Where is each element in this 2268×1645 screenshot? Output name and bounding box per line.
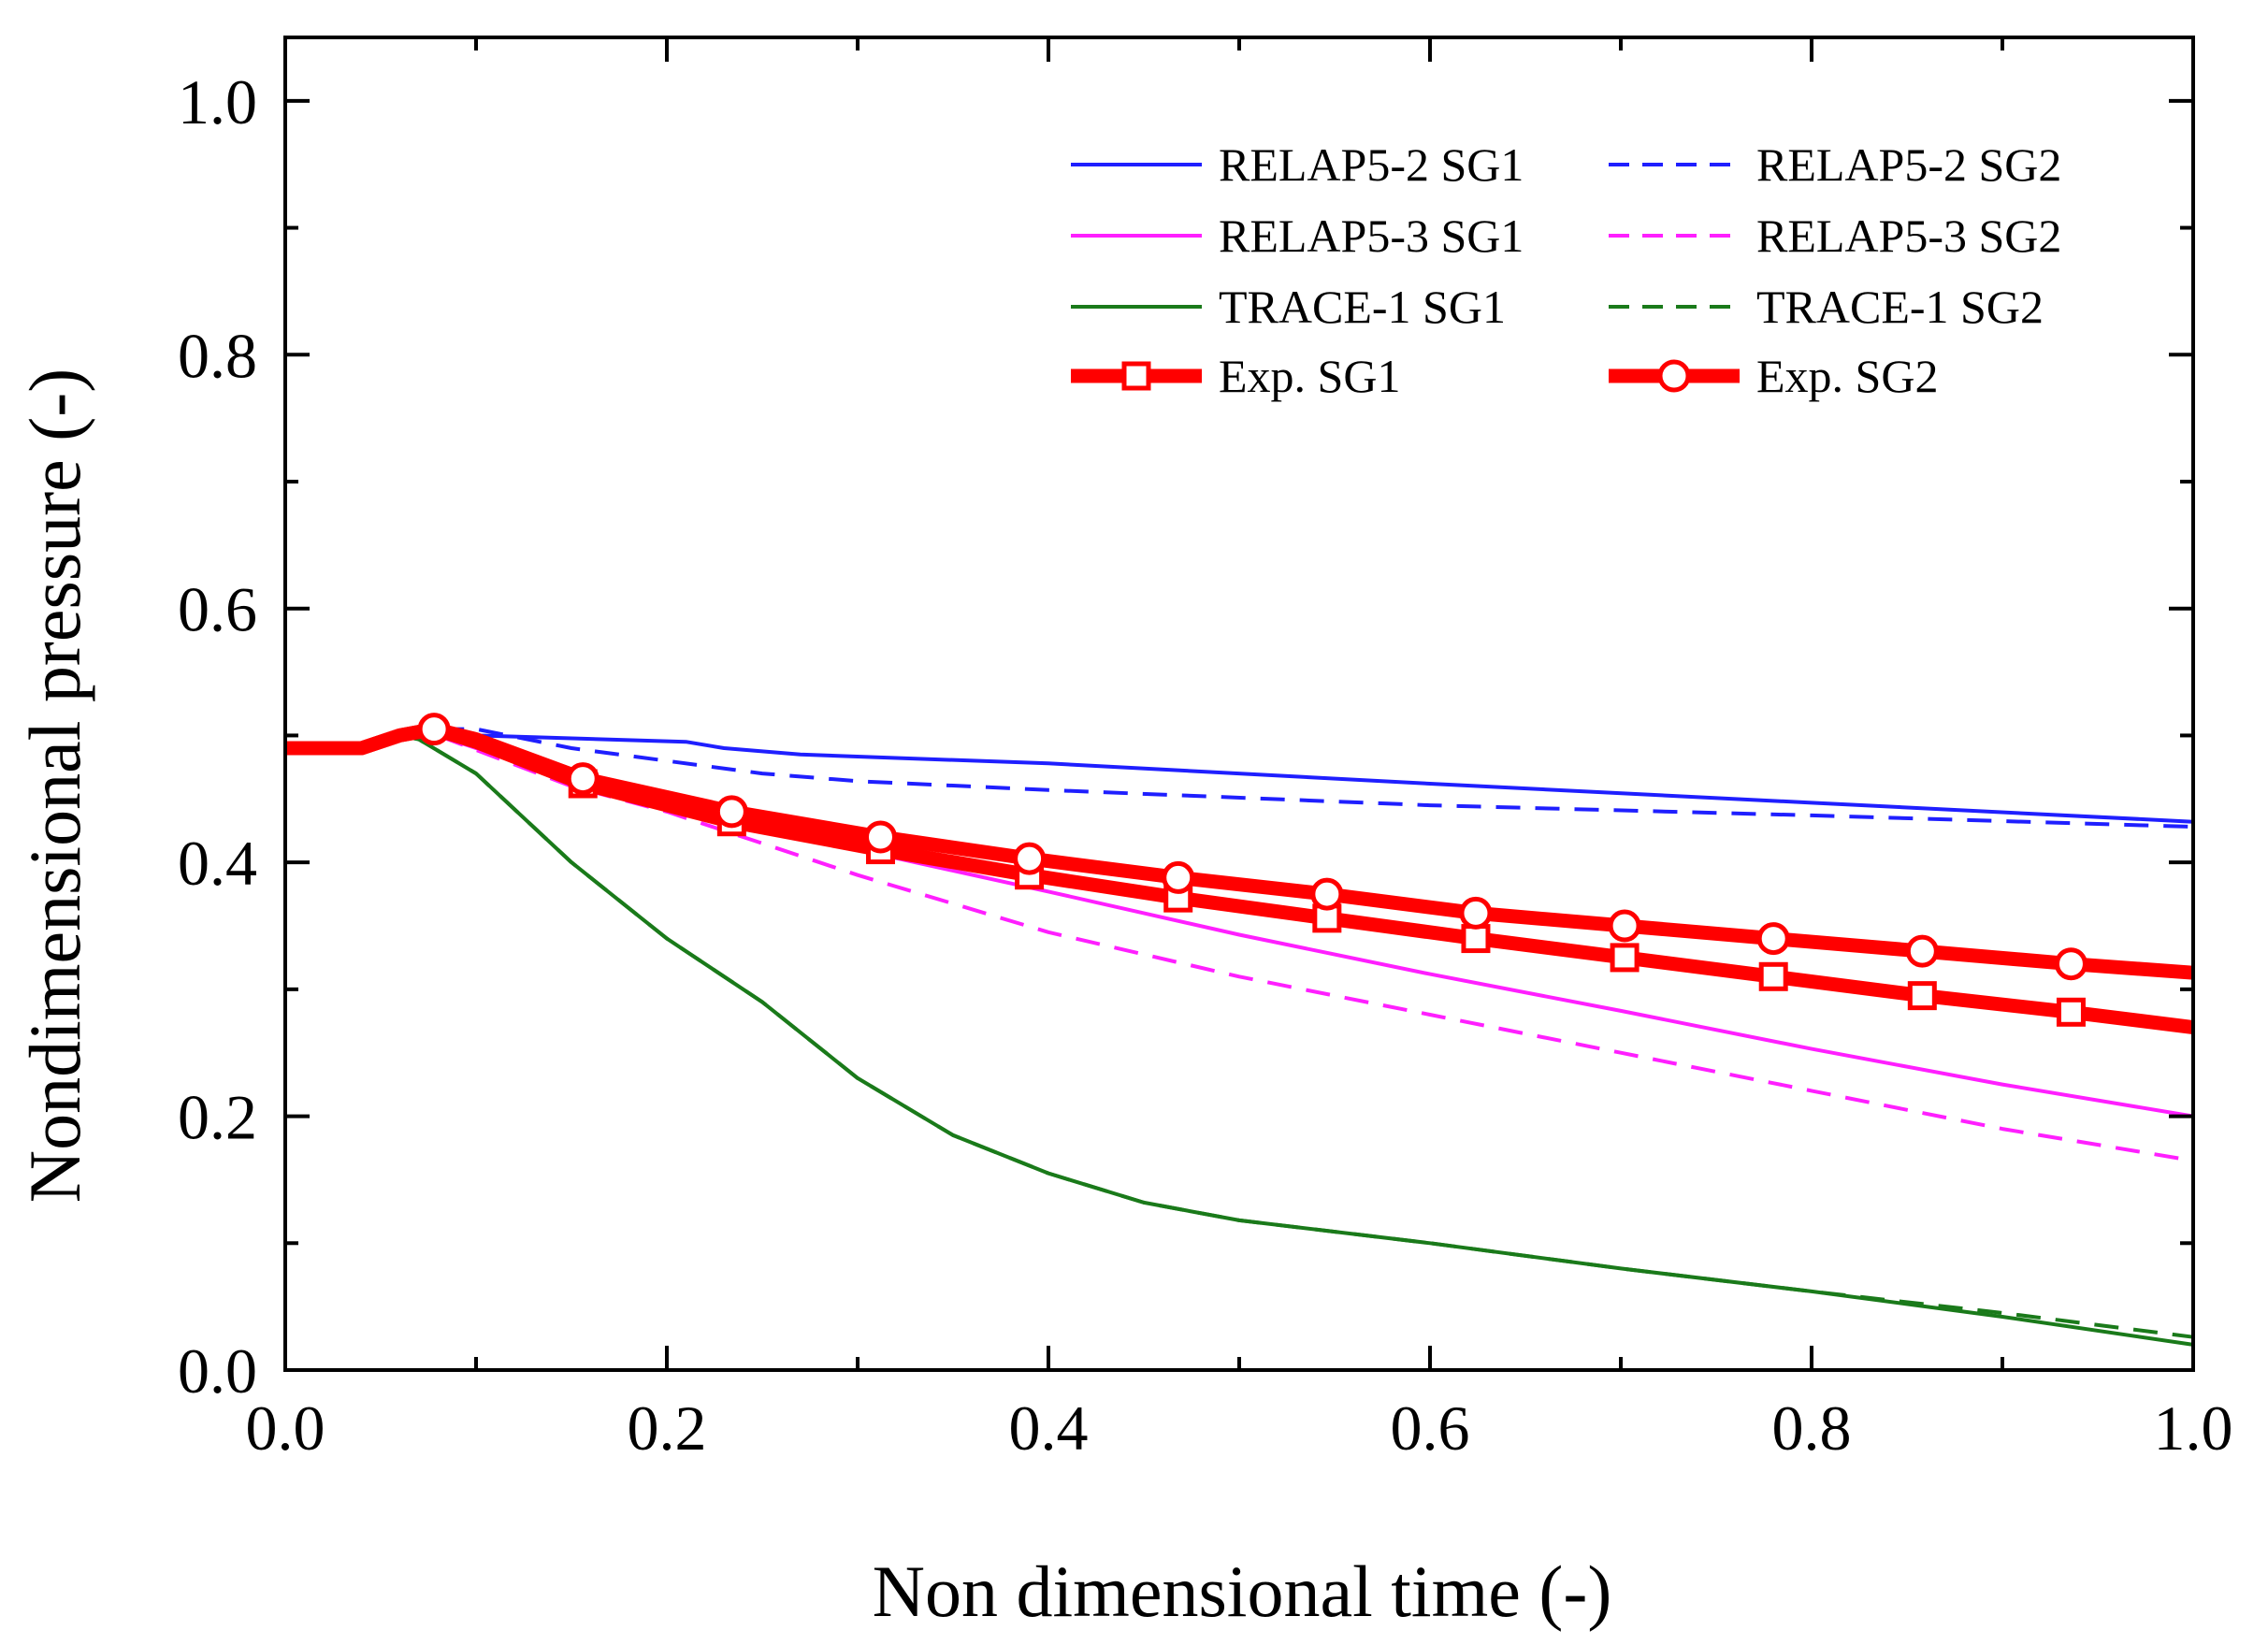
y-tick-label: 0.6	[178, 574, 257, 645]
legend-label: RELAP5-2 SG1	[1219, 138, 1524, 191]
legend-item-relap5-3-sg1: RELAP5-3 SG1	[1071, 209, 1524, 262]
y-tick-label: 1.0	[178, 66, 257, 137]
x-axis-label: Non dimensional time (-)	[873, 1551, 1612, 1632]
data-point-exp-sg2	[1756, 922, 1790, 956]
legend-item-trace-1-sg1: TRACE-1 SG1	[1071, 281, 1506, 333]
legend-item-exp-sg2: Exp. SG2	[1609, 350, 1938, 402]
series-line-relap5-2-sg2	[285, 727, 2194, 830]
data-point-exp-sg2	[1013, 842, 1047, 875]
data-point-exp-sg2	[417, 713, 451, 746]
x-tick-label: 0.6	[1391, 1392, 1470, 1464]
data-point-exp-sg2	[1310, 877, 1344, 911]
legend-item-relap5-2-sg2: RELAP5-2 SG2	[1609, 138, 2061, 191]
plot-axes	[283, 36, 2195, 1372]
legend: RELAP5-2 SG1 RELAP5-2 SG2 RELAP5-3 SG1 RELA…	[1071, 138, 2061, 402]
data-point-exp-sg2	[715, 795, 748, 829]
tick-labels: 0.0 0.2 0.4 0.6 0.8 1.0 0.0 0.2 0.4 0.6 0.8 1.0	[178, 66, 2233, 1464]
plot-series	[285, 713, 2194, 1347]
y-axis-label: Nondimensional pressure (-)	[14, 368, 95, 1203]
data-point-exp-sg1	[1461, 924, 1491, 954]
y-tick-label: 0.8	[178, 320, 257, 391]
legend-item-trace-1-sg2: TRACE-1 SG2	[1609, 281, 2044, 333]
legend-marker	[1121, 361, 1151, 391]
data-point-exp-sg1	[2056, 997, 2086, 1027]
data-point-exp-sg2	[863, 820, 897, 854]
data-point-exp-sg2	[1608, 909, 1641, 943]
x-tick-label: 0.0	[246, 1392, 325, 1464]
legend-label: Exp. SG1	[1219, 350, 1400, 402]
legend-item-exp-sg1: Exp. SG1	[1071, 350, 1400, 402]
x-tick-label: 0.8	[1772, 1392, 1852, 1464]
data-point-exp-sg1	[1758, 961, 1788, 991]
legend-item-relap5-2-sg1: RELAP5-2 SG1	[1071, 138, 1524, 191]
y-tick-label: 0.2	[178, 1082, 257, 1153]
legend-label: RELAP5-3 SG2	[1756, 209, 2061, 262]
data-point-exp-sg1	[1312, 903, 1342, 933]
data-point-exp-sg1	[1610, 943, 1640, 973]
data-point-exp-sg2	[1905, 934, 1939, 968]
data-point-exp-sg1	[1907, 981, 1937, 1011]
y-tick-label: 0.0	[178, 1335, 257, 1407]
x-tick-label: 1.0	[2154, 1392, 2233, 1464]
data-point-exp-sg2	[1459, 896, 1493, 930]
legend-label: TRACE-1 SG1	[1219, 281, 1506, 333]
legend-label: TRACE-1 SG2	[1756, 281, 2044, 333]
legend-marker	[1657, 359, 1691, 393]
legend-label: RELAP5-2 SG2	[1756, 138, 2061, 191]
legend-item-relap5-3-sg2: RELAP5-3 SG2	[1609, 209, 2061, 262]
x-tick-label: 0.4	[1009, 1392, 1089, 1464]
legend-label: Exp. SG2	[1756, 350, 1938, 402]
y-tick-label: 0.4	[178, 828, 257, 899]
x-tick-label: 0.2	[628, 1392, 707, 1464]
data-point-exp-sg2	[2054, 947, 2087, 981]
data-point-exp-sg2	[1162, 860, 1195, 894]
legend-label: RELAP5-3 SG1	[1219, 209, 1524, 262]
data-point-exp-sg2	[566, 762, 600, 796]
